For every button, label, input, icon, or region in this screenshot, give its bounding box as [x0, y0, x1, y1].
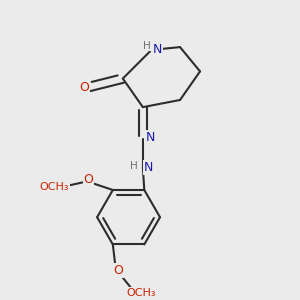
Text: OCH₃: OCH₃ — [127, 288, 156, 298]
Text: OCH₃: OCH₃ — [40, 182, 69, 192]
Text: H: H — [130, 161, 138, 171]
Text: O: O — [79, 81, 89, 94]
Text: N: N — [145, 131, 155, 144]
Text: O: O — [84, 173, 94, 187]
Text: N: N — [152, 44, 162, 56]
Text: O: O — [114, 264, 124, 277]
Text: H: H — [143, 41, 151, 51]
Text: N: N — [144, 161, 153, 174]
